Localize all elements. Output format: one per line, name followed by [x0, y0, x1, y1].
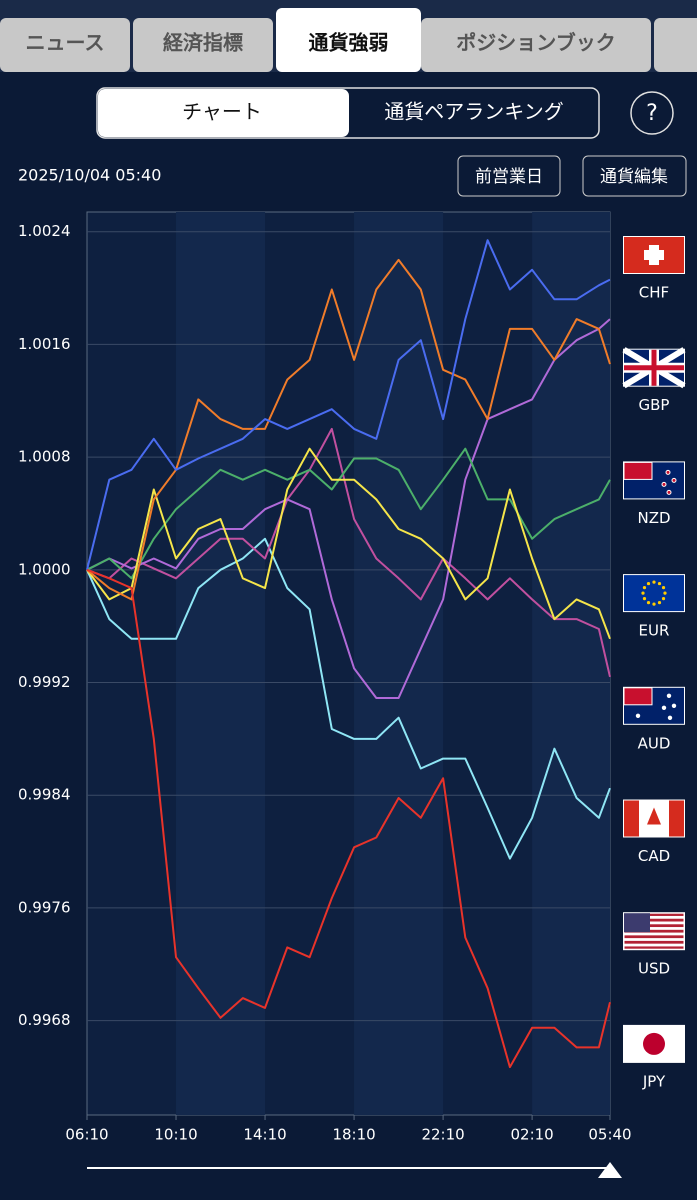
flag [624, 935, 684, 939]
legend-label: GBP [639, 396, 670, 414]
series-line [86, 318, 611, 699]
flag [646, 601, 651, 605]
band [176, 212, 266, 1115]
help-button[interactable] [630, 91, 674, 135]
flag [652, 580, 656, 584]
flag [624, 913, 650, 933]
flag [624, 946, 684, 950]
y-tick-label: 1.0000 [18, 560, 71, 578]
tab-label[interactable]: ポジションブック [456, 31, 615, 55]
x-tick-label: 10:10 [154, 1126, 197, 1144]
flag [624, 800, 639, 837]
tab[interactable] [276, 8, 421, 72]
band [354, 212, 444, 1115]
legend-label: NZD [637, 509, 670, 527]
legend-label: EUR [639, 622, 670, 640]
flag [657, 581, 662, 586]
flag [623, 687, 653, 706]
series-line [86, 447, 611, 580]
x-tick-label: 14:10 [243, 1126, 286, 1144]
flag [669, 800, 684, 837]
series-line [86, 427, 611, 678]
segment-chart[interactable]: チャート [182, 100, 262, 124]
flag [624, 929, 684, 933]
series-line [86, 568, 611, 1069]
tab[interactable] [133, 18, 273, 72]
x-tick-label: 06:10 [65, 1126, 108, 1144]
band [532, 212, 610, 1115]
prev-day-button[interactable] [457, 155, 561, 197]
flag [643, 1032, 665, 1055]
flag [644, 250, 664, 260]
flag [665, 469, 671, 475]
flag [661, 705, 667, 710]
x-tick-label: 22:10 [421, 1126, 464, 1144]
flag [671, 703, 677, 708]
segment-selected[interactable] [98, 89, 349, 137]
flag [623, 461, 653, 480]
flag [667, 715, 673, 720]
flag [642, 597, 647, 601]
x-tick-label: 18:10 [332, 1126, 375, 1144]
segment-ranking[interactable]: 通貨ペアランキング [384, 100, 563, 124]
timestamp: 2025/10/04 05:40 [18, 166, 161, 185]
y-tick-label: 0.9984 [18, 786, 71, 804]
tab[interactable] [421, 18, 651, 72]
flag [661, 481, 667, 487]
flag [646, 581, 651, 586]
tab[interactable] [0, 18, 130, 72]
y-tick-label: 0.9992 [18, 673, 71, 691]
legend-label: JPY [642, 1072, 666, 1090]
plot [86, 211, 611, 1120]
legend-label: CAD [638, 847, 670, 865]
flag [661, 597, 666, 601]
series-line [86, 239, 611, 571]
flag [652, 602, 656, 606]
edit-currency-button[interactable] [582, 155, 687, 197]
x-tick-label: 05:40 [588, 1126, 631, 1144]
y-tick-label: 1.0008 [18, 448, 71, 466]
tab-label[interactable]: 通貨強弱 [309, 31, 389, 55]
flag [647, 807, 661, 825]
prev-day-label[interactable]: 前営業日 [475, 167, 543, 187]
y-tick-label: 1.0024 [18, 222, 71, 240]
legend-label: CHF [639, 284, 669, 302]
plot-bg [86, 211, 611, 1116]
flag [624, 940, 684, 944]
y-tick-label: 1.0016 [18, 335, 71, 353]
slider-handle[interactable] [598, 1162, 622, 1178]
flag [624, 924, 684, 928]
help-icon[interactable]: ? [646, 101, 658, 126]
flag [666, 489, 672, 495]
tab-more[interactable] [654, 18, 697, 72]
flag [657, 601, 662, 605]
flag [661, 586, 666, 590]
flag [663, 591, 667, 595]
flag [624, 913, 684, 916]
y-tick-label: 0.9976 [18, 898, 71, 916]
legend-label: AUD [638, 734, 671, 752]
series-line [86, 447, 611, 640]
x-tick-label: 02:10 [510, 1126, 553, 1144]
flag [642, 586, 647, 590]
edit-currency-label[interactable]: 通貨編集 [600, 167, 668, 187]
flag [624, 349, 684, 386]
y-tick-label: 0.9968 [18, 1011, 71, 1029]
flag [641, 591, 645, 595]
flag [624, 918, 684, 922]
flag [671, 477, 677, 483]
flag [635, 713, 641, 718]
tab-label[interactable]: ニュース [26, 31, 105, 55]
flag [666, 693, 672, 698]
series-line [86, 537, 611, 860]
tab-label[interactable]: 経済指標 [163, 31, 243, 55]
legend-label: USD [638, 960, 670, 978]
